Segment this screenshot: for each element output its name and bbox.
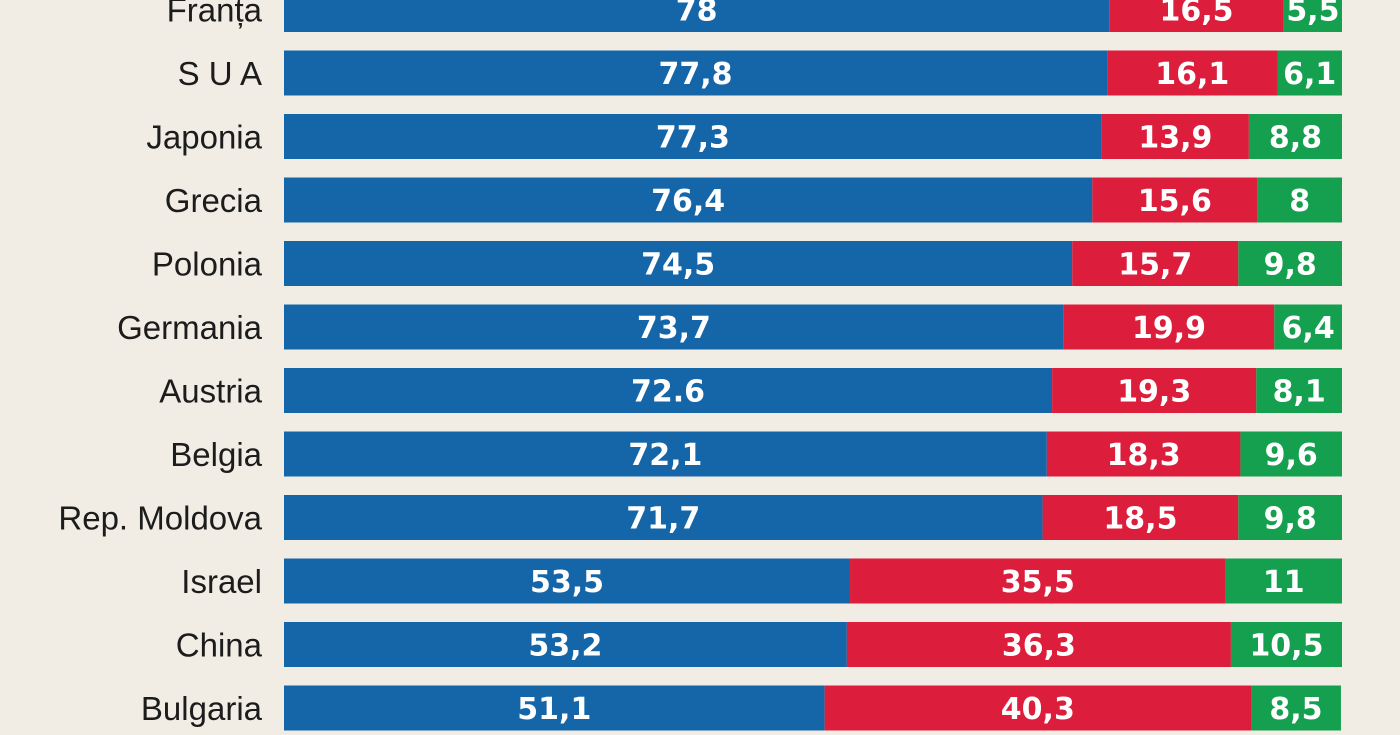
- value-label: 73,7: [637, 311, 711, 346]
- bar-segment-2: [1063, 304, 1275, 350]
- value-label: 53,2: [528, 629, 602, 664]
- value-label: 9,6: [1265, 438, 1318, 473]
- category-label: Franța: [167, 0, 263, 29]
- bar-segment-1: [284, 304, 1064, 350]
- bars: [284, 0, 1342, 731]
- value-label: 11: [1263, 565, 1305, 600]
- category-label: Germania: [117, 309, 263, 346]
- value-label: 15,6: [1138, 184, 1212, 219]
- value-label: 76,4: [651, 184, 725, 219]
- value-label: 72.6: [631, 375, 705, 410]
- category-label: Israel: [181, 563, 262, 600]
- bar-segment-2: [850, 558, 1226, 604]
- value-label: 51,1: [517, 692, 591, 727]
- bar-segment-2: [846, 622, 1231, 667]
- category-label: Bulgaria: [141, 690, 263, 727]
- bar-segment-2: [1046, 431, 1241, 477]
- bar-segment-1: [284, 685, 825, 731]
- bar-segment-2: [1101, 114, 1249, 159]
- value-label: 77,3: [656, 121, 730, 156]
- value-label: 16,1: [1155, 57, 1229, 92]
- bar-segment-2: [1107, 50, 1278, 96]
- bar-segment-3: [1274, 304, 1342, 350]
- value-label: 19,9: [1132, 311, 1206, 346]
- bar-segment-3: [1283, 0, 1342, 32]
- value-label: 19,3: [1117, 375, 1191, 410]
- bar-segment-2: [1109, 0, 1284, 32]
- value-label: 18,3: [1107, 438, 1181, 473]
- value-label: 18,5: [1103, 502, 1177, 537]
- value-label: 6,4: [1282, 311, 1335, 346]
- bar-segment-2: [824, 685, 1252, 731]
- bar-segment-1: [284, 241, 1073, 286]
- bar-segment-3: [1257, 177, 1342, 223]
- value-label: 78: [676, 0, 718, 29]
- category-labels: Franța S U A Japonia Grecia Polonia Germania A…: [58, 0, 262, 727]
- bar-segment-2: [1092, 177, 1258, 223]
- value-label: 6,1: [1283, 57, 1336, 92]
- value-label: 8,1: [1273, 375, 1326, 410]
- bar-segment-1: [284, 495, 1043, 540]
- category-label: Austria: [159, 373, 262, 410]
- value-label: 9,8: [1264, 502, 1317, 537]
- bar-segment-3: [1256, 368, 1342, 413]
- bar-segment-1: [284, 558, 851, 604]
- value-label: 40,3: [1001, 692, 1075, 727]
- value-labels: 78 16,5 5,5 77,8 16,1 6,1 77,3 13,9 8,8 76,4 15,6 8…: [517, 0, 1339, 727]
- category-label: S U A: [178, 55, 262, 92]
- bar-segment-3: [1230, 622, 1342, 667]
- category-label: Polonia: [152, 246, 263, 283]
- value-label: 15,7: [1118, 248, 1192, 283]
- bar-segment-3: [1238, 241, 1342, 286]
- bar-segment-2: [1072, 241, 1239, 286]
- bar-segment-3: [1248, 114, 1342, 159]
- bar-segment-1: [284, 368, 1053, 413]
- bar-segment-3: [1240, 431, 1342, 477]
- bar-segment-1: [284, 0, 1110, 32]
- bar-segment-2: [1042, 495, 1239, 540]
- bar-segment-3: [1277, 50, 1342, 96]
- value-label: 77,8: [659, 57, 733, 92]
- bar-segment-1: [284, 177, 1093, 223]
- value-label: 10,5: [1249, 629, 1323, 664]
- bar-segment-3: [1238, 495, 1342, 540]
- value-label: 53,5: [530, 565, 604, 600]
- bar-segment-1: [284, 114, 1102, 159]
- bar-segment-1: [284, 431, 1047, 477]
- value-label: 8,5: [1269, 692, 1322, 727]
- category-label: Rep. Moldova: [58, 500, 262, 537]
- value-label: 36,3: [1002, 629, 1076, 664]
- value-label: 13,9: [1138, 121, 1212, 156]
- bar-segment-1: [284, 50, 1108, 96]
- category-label: China: [176, 627, 263, 664]
- value-label: 8,8: [1269, 121, 1322, 156]
- bar-segment-3: [1225, 558, 1342, 604]
- bar-segment-3: [1251, 685, 1341, 731]
- value-label: 72,1: [628, 438, 702, 473]
- value-label: 74,5: [641, 248, 715, 283]
- value-label: 35,5: [1001, 565, 1075, 600]
- value-label: 9,8: [1264, 248, 1317, 283]
- value-label: 71,7: [626, 502, 700, 537]
- category-label: Belgia: [170, 436, 262, 473]
- bar-segment-2: [1052, 368, 1257, 413]
- value-label: 8: [1289, 184, 1310, 219]
- bar-segment-1: [284, 622, 847, 667]
- category-label: Japonia: [146, 119, 262, 156]
- category-label: Grecia: [165, 182, 263, 219]
- value-label: 16,5: [1160, 0, 1234, 29]
- value-label: 5,5: [1286, 0, 1339, 29]
